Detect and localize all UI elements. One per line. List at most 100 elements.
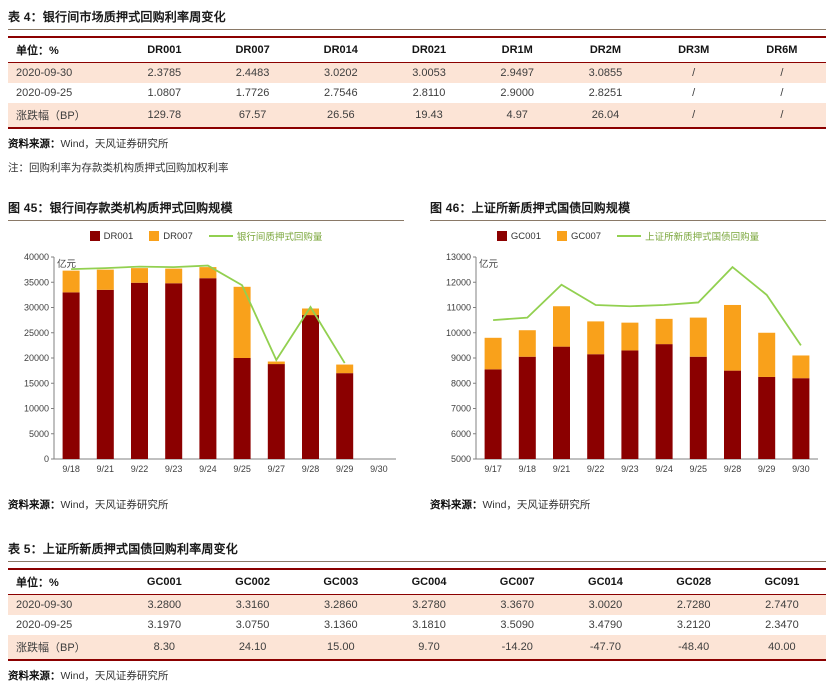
legend-item-GC001: GC001 [496,230,541,242]
y-tick-label: 6000 [451,429,471,439]
table4-cell: 26.56 [327,109,355,121]
chart45: 0 5000 10000 15000 20000 25000 30000 35000 40000… [8,245,404,490]
bar-GC007 [724,304,741,371]
bar-GC001 [553,346,570,459]
table4-col-header: DR2M [561,37,650,63]
bar-DR007 [336,364,354,374]
bar-DR001 [62,292,80,459]
legend-swatch-icon [149,231,160,241]
legend-label: GC007 [570,230,602,242]
x-tick-label: 9/22 [131,464,149,474]
bar-DR007 [96,269,114,290]
bar-GC007 [518,330,536,357]
table5-cell: 2.7280 [676,599,711,611]
legend-item-line: 上证所新质押式国债回购量 [617,229,759,243]
y-tick-label: 15000 [24,378,49,388]
table5-cell: 3.0750 [235,619,270,631]
x-tick-label: 9/18 [519,464,537,474]
table5-cell: 3.2780 [412,599,446,611]
table5-cell: 3.2120 [676,619,711,631]
legend-label: GC001 [510,230,541,242]
table5-cell: 2.7470 [765,599,799,611]
bar-GC007 [689,317,707,357]
table4-cell: 4.97 [506,109,528,121]
bar-GC001 [724,370,741,459]
charts-row: 图 45：银行间存款类机构质押式回购规模 DR001 DR007 银行间质押式回购量… [8,199,826,512]
table5-col-header: GC091 [737,569,826,595]
table4-section: 表 4：银行间市场质押式回购利率周变化 单位：% DR001 DR007 DR014 D… [8,8,826,175]
y-tick-label: 35000 [24,277,49,287]
table5-cell: 8.30 [153,641,176,653]
bar-DR007 [302,308,319,316]
bar-GC007 [655,318,673,345]
table5-cell: 2.3470 [765,619,799,631]
y-tick-label: 9000 [451,353,471,363]
bar-DR007 [267,361,285,365]
bar-DR001 [131,282,148,459]
x-tick-label: 9/29 [336,464,354,474]
table4-cell: 1.0807 [147,87,182,99]
bar-DR001 [233,358,251,459]
table4-source: 资料来源：Wind，天风证券研究所 [8,136,826,151]
bar-GC007 [553,306,570,347]
x-tick-label: 9/21 [553,464,571,474]
table5-col-header: GC001 [120,569,209,595]
x-tick-label: 9/17 [484,464,502,474]
table4-cell: 19.43 [415,109,443,121]
table4-cell: / [692,109,696,121]
table5-cell: 3.3670 [500,599,535,611]
table5-cell: 2020-09-25 [16,619,73,631]
y-tick-label: 20000 [24,353,49,363]
bar-DR001 [336,373,354,459]
source-text: Wind，天风证券研究所 [60,670,169,682]
table5-cell: 40.00 [768,641,796,653]
table4-cell: 2.8251 [588,87,623,99]
table4-col-header: DR001 [120,37,209,63]
table4-cell: 2.3785 [147,67,182,79]
chart46-source: 资料来源：Wind，天风证券研究所 [430,497,826,512]
table5-cell: 3.1360 [323,619,358,631]
table5-source: 资料来源：Wind，天风证券研究所 [8,668,826,683]
table5-cell: 24.10 [238,641,267,653]
table4-col-header: DR3M [649,37,738,63]
table5-col-header: GC014 [561,569,650,595]
y-tick-label: 8000 [451,378,471,388]
table5-cell: -14.20 [501,641,533,653]
x-tick-label: 9/28 [302,464,320,474]
bar-GC001 [484,369,502,459]
table5-row: 2020-09-30 3.2800 3.3160 3.2860 3.2780 3.3670… [8,594,826,615]
table5-cell: 3.1970 [147,619,182,631]
table5-col-header: GC028 [649,569,738,595]
table4: 单位：% DR001 DR007 DR014 DR021 DR1M DR2M DR3M DR6M… [8,36,826,129]
bar-GC007 [792,355,810,379]
table5-cell: 3.4790 [588,619,623,631]
legend-swatch-icon [89,231,100,241]
table5-col-header: GC003 [296,569,385,595]
legend-item-GC007: GC007 [556,230,602,242]
y-tick-label: 13000 [446,252,471,262]
legend-line-swatch-icon [208,235,233,237]
table4-cell: 2020-09-30 [16,67,73,79]
table4-title-rule [8,29,826,30]
table4-header-row: 单位：% DR001 DR007 DR014 DR021 DR1M DR2M DR3M DR6M [8,37,826,63]
chart46: 5000 6000 7000 8000 9000 10000 11000 12000 13000… [430,245,826,490]
legend-label: 银行间质押式回购量 [236,232,323,243]
bar-DR007 [131,268,148,283]
table5-col-header: GC004 [384,569,474,595]
table5-cell: 15.00 [327,641,355,653]
bar-GC001 [689,356,707,459]
line-series [71,264,346,364]
table4-col-header: DR021 [384,37,474,63]
table4-cell: 3.0202 [323,67,358,79]
table4-cell: 26.04 [591,109,620,121]
table4-cell: 1.7726 [235,87,270,99]
y-tick-label: 12000 [446,277,471,287]
table5-title-rule [8,561,826,562]
chart45-section: 图 45：银行间存款类机构质押式回购规模 DR001 DR007 银行间质押式回购量… [8,199,404,512]
bar-DR001 [267,364,285,459]
y-tick-label: 5000 [451,454,471,464]
table4-cell: 2.8110 [412,87,446,99]
table5-cell: 3.0020 [588,599,623,611]
table4-title: 表 4：银行间市场质押式回购利率周变化 [8,10,226,24]
x-tick-label: 9/27 [268,464,286,474]
